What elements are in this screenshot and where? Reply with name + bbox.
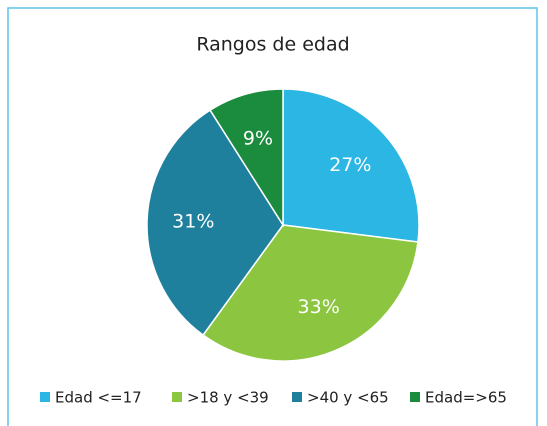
legend-label: >18 y <39 xyxy=(187,389,269,407)
legend-swatch xyxy=(172,392,182,402)
data-label: 27% xyxy=(329,154,371,176)
legend-label: Edad=>65 xyxy=(425,389,507,407)
legend-swatch xyxy=(40,392,50,402)
pie-slice xyxy=(146,109,284,337)
legend-label: Edad <=17 xyxy=(55,389,142,407)
data-label: 31% xyxy=(172,211,214,233)
pie-slice xyxy=(202,224,419,362)
legend-label: >40 y <65 xyxy=(307,389,389,407)
pie-slice xyxy=(209,88,284,228)
legend-swatch xyxy=(410,392,420,402)
legend-swatch xyxy=(292,392,302,402)
data-label: 33% xyxy=(298,296,340,318)
data-label: 9% xyxy=(243,127,273,149)
chart-title: Rangos de edad xyxy=(196,34,349,56)
pie-slice xyxy=(282,88,420,243)
